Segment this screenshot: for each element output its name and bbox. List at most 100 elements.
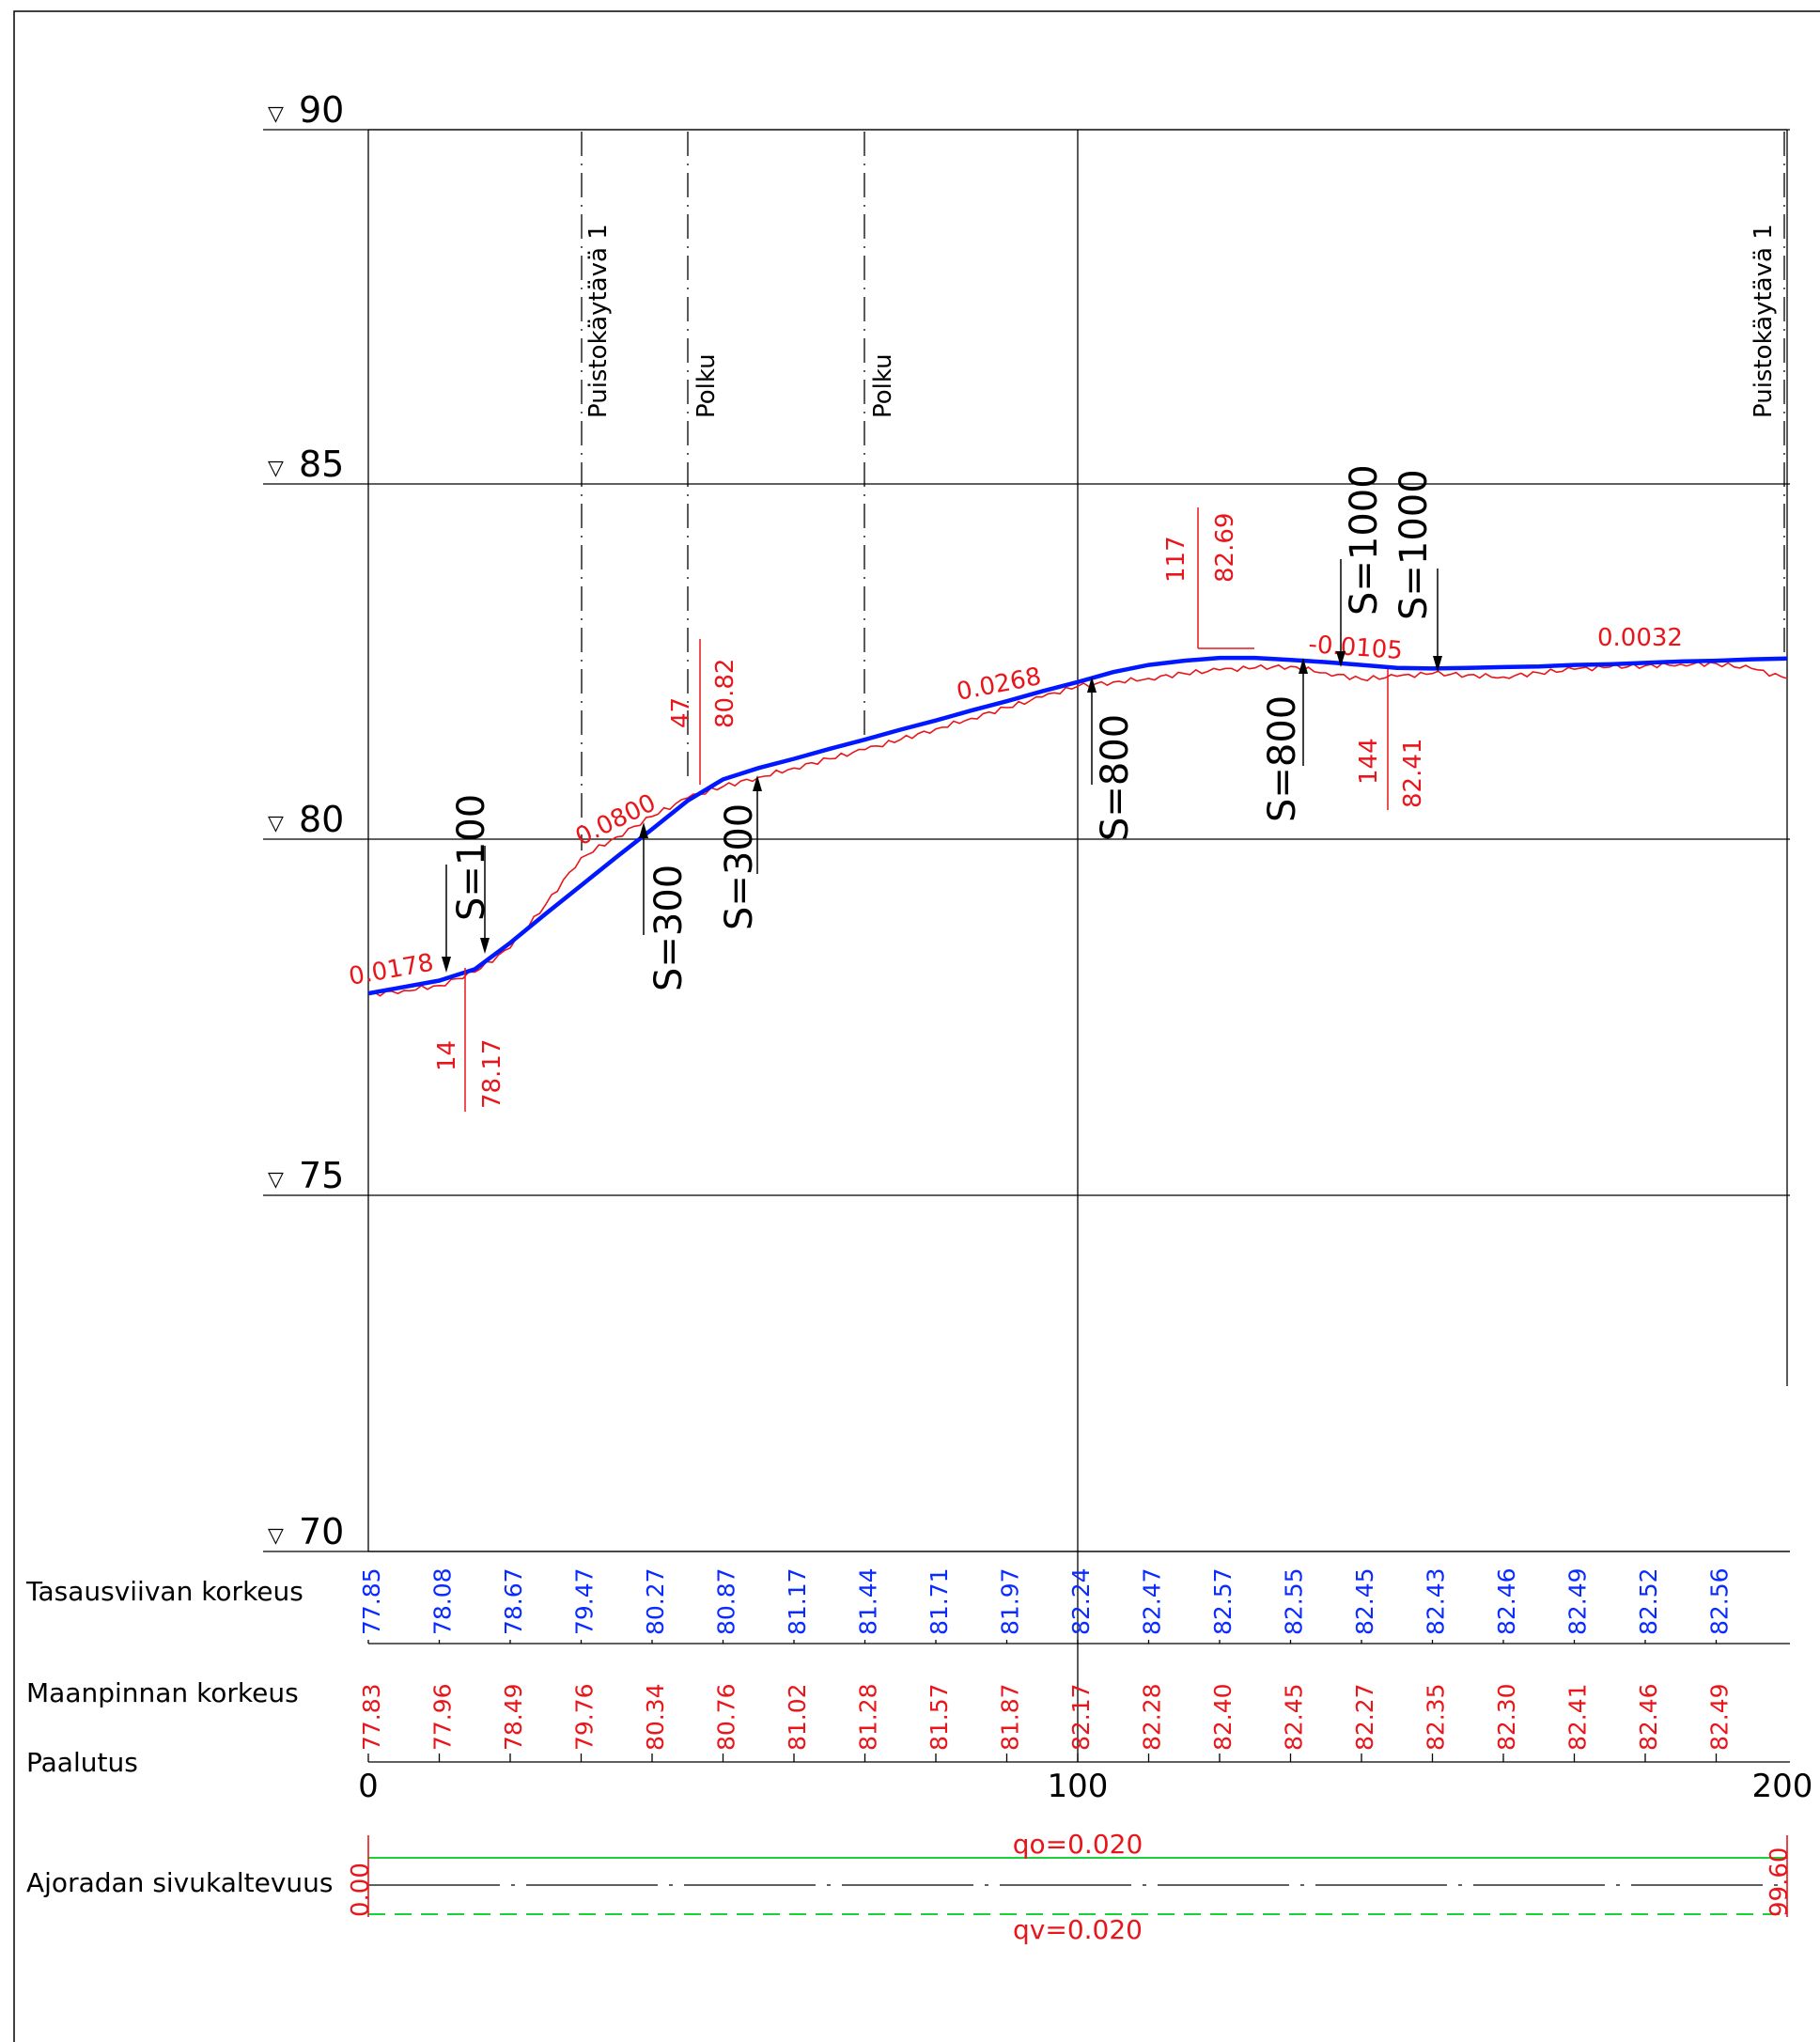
elevation-label: 75 [299,1155,344,1196]
profile-lines [367,655,1788,997]
elevation-label: 85 [299,444,344,485]
elevation-label: 80 [299,799,344,840]
pvi-station-label: 117 [1162,536,1190,583]
plot-frame [367,129,1788,1762]
curve-annotation: S=1000 [1392,469,1442,672]
ground-elevation-value: 81.02 [784,1683,811,1751]
elevation-marker: ▽ 85 [263,444,1790,485]
design-elevation-value: 82.57 [1209,1567,1237,1635]
crossing-marker: Polku [687,132,721,780]
pvi-station-label: 144 [1355,738,1383,785]
ground-elevation-value: 82.49 [1706,1683,1734,1751]
curve-annotation: S=300 [639,822,691,991]
ground-elevation-value: 80.76 [713,1683,740,1751]
design-elevation-value: 81.71 [926,1567,953,1635]
row-label-stationing: Paalutus [26,1747,138,1778]
elevation-marker-symbol: ▽ [268,1168,284,1192]
crossing-lines: Puistokäytävä 1 Polku Polku Puistokäytäv… [581,132,1785,850]
curve-radius-label: S=100 [450,794,493,921]
design-elevation-value: 77.85 [358,1567,385,1635]
ground-elevation-value: 82.30 [1493,1683,1520,1751]
ground-elevation-value: 81.28 [855,1683,882,1751]
pvi-annotation: 47 80.82 [667,639,739,785]
design-elevation-value: 82.24 [1067,1567,1095,1635]
grade-label: 0.0800 [571,788,661,851]
design-elevation-value: 80.87 [713,1567,740,1635]
pvi-elevation-label: 82.41 [1399,739,1427,808]
design-elevation-value: 82.49 [1564,1567,1592,1635]
design-grade-line [367,655,1788,996]
pvi-elevation-label: 78.17 [478,1039,506,1109]
pvi-annotation: 14 78.17 [433,968,506,1112]
cross-slope-end-station: 99.60 [1766,1847,1794,1917]
ground-elevation-value: 82.41 [1564,1683,1592,1751]
elevation-marker: ▽ 90 [263,89,1790,131]
pvi-annotation: 117 82.69 [1162,507,1254,649]
design-elevation-value: 82.47 [1139,1567,1166,1635]
elevation-label: 90 [299,89,344,131]
row-label-cross-slope: Ajoradan sivukaltevuus [26,1867,334,1898]
design-elevation-value: 78.67 [500,1567,527,1635]
crossing-label: Puistokäytävä 1 [584,224,613,418]
crossing-label: Polku [869,353,897,418]
design-elevation-value: 82.55 [1281,1567,1308,1635]
crossing-label: Polku [692,353,721,418]
grade-label: -0.0105 [1308,631,1404,665]
curve-annotation: S=100 [442,794,493,973]
design-elevation-value: 80.27 [642,1567,669,1635]
elevation-marker-symbol: ▽ [268,457,284,480]
elevation-marker: ▽ 75 [263,1155,1790,1196]
cross-slope-start-station: 0.00 [347,1863,375,1917]
design-elevation-value: 82.52 [1635,1567,1662,1635]
station-label: 0 [358,1768,379,1805]
crossing-marker: Polku [863,132,897,742]
design-elevation-value: 79.47 [571,1567,599,1635]
curve-annotation: S=800 [1261,658,1308,822]
ground-elevation-value: 82.45 [1281,1683,1308,1751]
design-elevation-value: 82.46 [1493,1567,1520,1635]
curve-radius-annotations: S=100 S=300 S=300 S=800 S=800 S=1000 [442,464,1442,991]
curve-radius-label: S=800 [1261,695,1304,822]
crossing-marker: Puistokäytävä 1 [581,132,613,850]
drawing-border [13,10,1820,2042]
curve-radius-label: S=1000 [1343,464,1386,616]
ground-elevation-value: 82.17 [1067,1683,1095,1751]
curve-annotation: S=1000 [1336,464,1386,667]
ground-elevation-value: 80.34 [642,1683,669,1751]
curve-annotation: S=300 [718,775,762,930]
ground-elevation-value: 81.57 [926,1683,953,1751]
pvi-station-label: 47 [667,697,695,728]
grade-label: 0.0032 [1597,624,1683,652]
curve-radius-label: S=1000 [1392,469,1436,620]
ground-elevation-value: 82.40 [1209,1683,1237,1751]
ground-elevation-value: 82.46 [1635,1683,1662,1751]
curve-radius-label: S=800 [1094,714,1137,841]
pvi-annotations: 14 78.17 47 80.82 117 82.69 144 82.41 [433,507,1427,1112]
curve-radius-label: S=300 [647,865,691,991]
ground-surface-line [367,661,1788,997]
design-elevation-value: 81.17 [784,1567,811,1635]
ground-elevation-value: 77.96 [429,1683,457,1751]
pvi-station-label: 14 [433,1040,461,1071]
elevation-marker-symbol: ▽ [268,812,284,835]
cross-slope-bottom-label: qv=0.020 [1013,1914,1143,1945]
curve-radius-label: S=300 [718,803,761,930]
crossing-label: Puistokäytävä 1 [1750,224,1778,418]
pvi-elevation-label: 82.69 [1211,513,1239,583]
elevation-label: 70 [299,1511,344,1552]
design-elevation-value: 78.08 [429,1567,457,1635]
crossing-marker: Puistokäytävä 1 [1750,132,1785,658]
design-elevation-values: 77.85 78.08 78.67 79.47 80.27 80.87 81.17 81.44… [358,1567,1734,1635]
design-elevation-value: 82.56 [1706,1567,1734,1635]
row-label-design-elevation: Tasausviivan korkeus [25,1576,303,1607]
pvi-elevation-label: 80.82 [711,659,739,728]
ground-elevation-value: 78.49 [500,1683,527,1751]
ground-elevation-value: 82.27 [1351,1683,1378,1751]
pvi-annotation: 144 82.41 [1355,669,1427,810]
cross-slope-band: qo=0.020 qv=0.020 0.00 99.60 [347,1829,1794,1945]
station-label: 200 [1752,1768,1813,1805]
station-label: 100 [1048,1768,1109,1805]
ground-elevation-value: 79.76 [571,1683,599,1751]
design-elevation-value: 82.45 [1351,1567,1378,1635]
